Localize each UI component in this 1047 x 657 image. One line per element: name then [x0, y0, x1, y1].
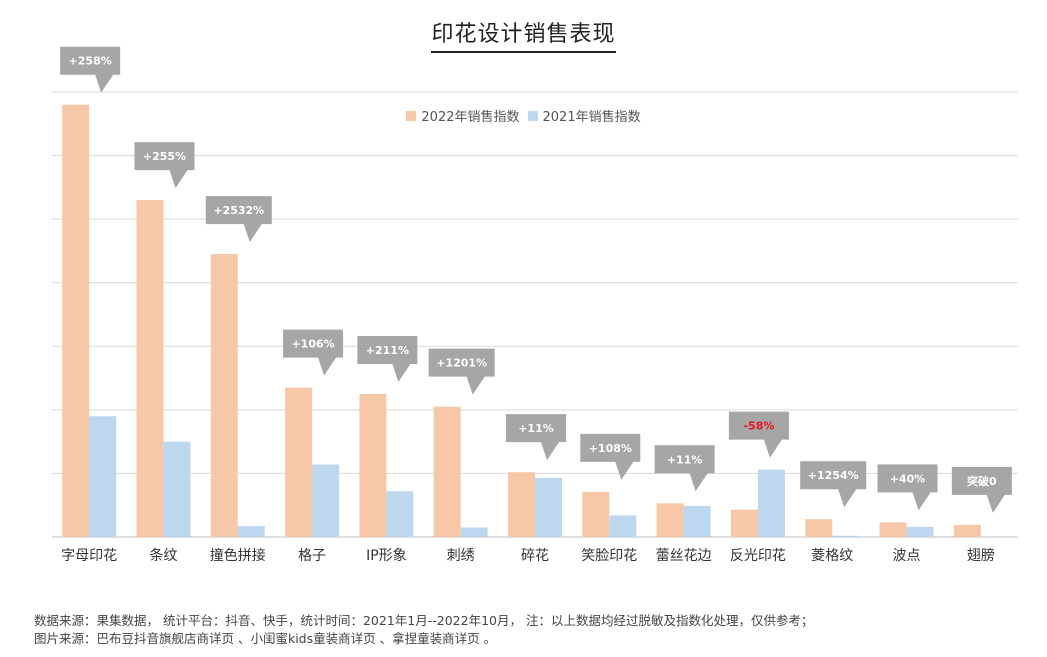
bar-2021-9 [757, 469, 785, 537]
x-tick-label-6: 碎花 [521, 548, 549, 564]
bar-2022-7 [582, 491, 610, 537]
bar-2022-5 [433, 406, 461, 537]
x-tick-label-11: 波点 [893, 548, 921, 564]
x-tick-label-1: 条纹 [149, 547, 177, 564]
callout-bubble-0 [60, 46, 121, 93]
callout-label-9: -58% [743, 420, 774, 433]
callout-bubble-9 [728, 411, 789, 458]
x-tick-label-4: IP形象 [366, 548, 407, 564]
callout-bubble-7 [580, 433, 641, 480]
callout-bubble-4 [357, 335, 418, 382]
bar-2022-3 [285, 387, 313, 537]
bar-2022-9 [730, 509, 758, 537]
legend-item-2022: 2022年销售指数 [406, 106, 520, 125]
callout-bubble-10 [800, 461, 867, 508]
x-tick-label-10: 菱格纹 [811, 548, 853, 564]
callout-label-2: +2532% [213, 204, 264, 217]
bar-2021-2 [237, 526, 265, 537]
legend-swatch-2021 [527, 110, 538, 121]
callout-bubble-1 [134, 142, 195, 189]
x-tick-label-3: 格子 [298, 548, 326, 564]
callout-label-1: +255% [143, 150, 186, 163]
bar-2021-8 [683, 505, 711, 537]
bar-2022-10 [805, 519, 833, 537]
data-source-note: 数据来源：果集数据， 统计平台：抖音、快手，统计时间：2021年1月--2022… [34, 613, 814, 628]
callout-label-6: +11% [518, 422, 554, 435]
bar-2022-6 [508, 472, 535, 537]
bar-2022-8 [656, 503, 684, 537]
bar-2021-6 [535, 477, 562, 537]
callout-bubble-8 [654, 445, 715, 492]
callout-label-5: +1201% [436, 357, 487, 370]
bar-2021-7 [609, 515, 637, 537]
footer-notes: 数据来源：果集数据， 统计平台：抖音、快手，统计时间：2021年1月--2022… [34, 612, 813, 648]
callout-label-12: 突破0 [967, 474, 997, 488]
callout-label-3: +106% [291, 338, 334, 351]
callout-label-11: +40% [890, 472, 926, 485]
callout-bubble-11 [877, 464, 938, 511]
callout-bubble-2 [205, 196, 272, 243]
image-source-note: 图片来源：巴布豆抖音旗舰店商详页 、小闺蜜kids童装商详页 、拿捏童装商详页 … [34, 631, 497, 646]
bar-2022-2 [210, 254, 238, 537]
x-tick-label-0: 字母印花 [61, 548, 117, 564]
x-tick-label-2: 撞色拼接 [210, 547, 266, 564]
callout-bubble-12 [951, 466, 1012, 513]
bar-2021-11 [906, 526, 934, 537]
callout-bubble-6 [506, 414, 566, 461]
callout-label-7: +108% [589, 442, 632, 455]
bar-2021-1 [163, 441, 191, 537]
bar-2021-3 [312, 464, 340, 537]
callout-bubble-3 [283, 329, 344, 376]
callout-label-10: +1254% [808, 469, 859, 482]
bar-chart: 字母印花 +258% 条纹 +255% 撞色拼接 +2532% 格子 +106% IP形象 +21… [52, 46, 1018, 564]
x-tick-label-5: 刺绣 [447, 548, 475, 564]
legend-swatch-2022 [406, 110, 417, 121]
bar-2021-0 [89, 416, 117, 537]
legend-item-2021: 2021年销售指数 [527, 106, 641, 125]
chart-legend: 2022年销售指数 2021年销售指数 [0, 106, 1047, 125]
bar-2022-1 [136, 200, 164, 538]
legend-label-2021: 2021年销售指数 [542, 110, 641, 125]
x-tick-label-9: 反光印花 [730, 548, 786, 564]
bar-2021-5 [460, 527, 488, 537]
bar-2022-0 [62, 104, 90, 537]
bar-2022-12 [953, 524, 981, 537]
callout-bubble-5 [428, 348, 495, 395]
bar-2021-4 [386, 491, 414, 537]
x-tick-label-8: 蕾丝花边 [656, 548, 712, 564]
bar-2022-11 [879, 522, 907, 537]
x-tick-label-12: 翅膀 [967, 547, 995, 564]
callout-label-0: +258% [69, 55, 112, 68]
callout-label-8: +11% [667, 453, 703, 466]
callout-label-4: +211% [366, 344, 409, 357]
x-tick-label-7: 笑脸印花 [581, 548, 637, 564]
bar-2022-4 [359, 393, 387, 537]
legend-label-2022: 2022年销售指数 [421, 110, 520, 125]
chart-title: 印花设计销售表现 [0, 16, 1047, 53]
bar-2021-10 [832, 535, 860, 537]
